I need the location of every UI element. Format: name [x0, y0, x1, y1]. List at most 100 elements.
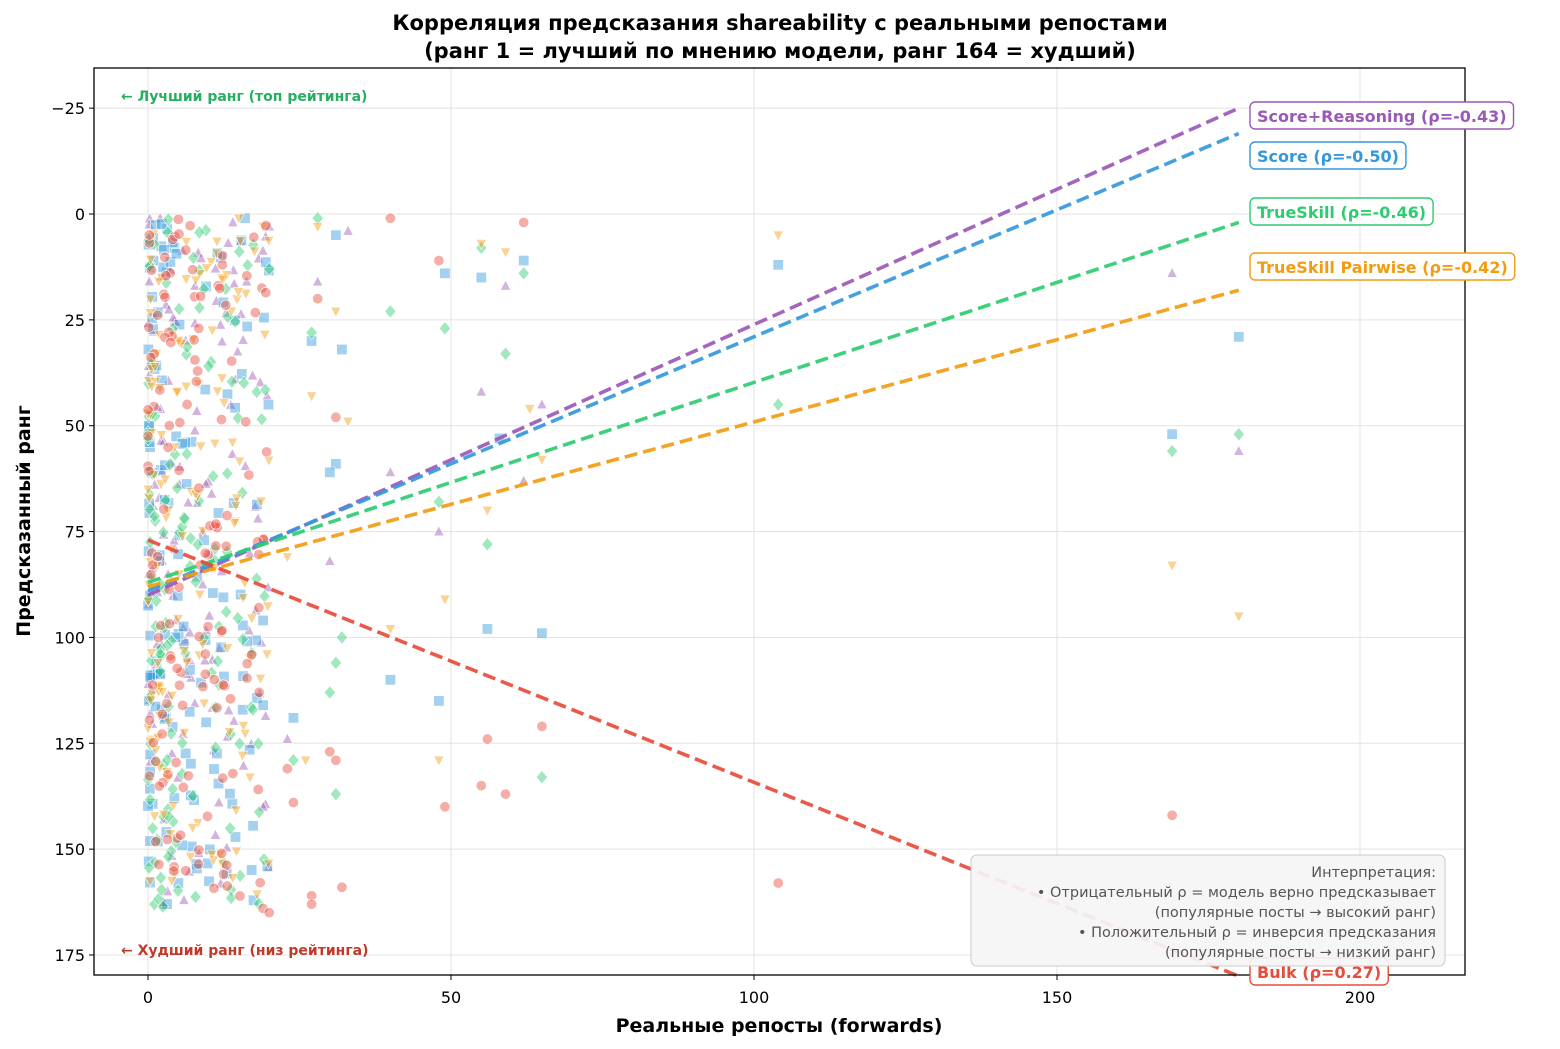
trueskill-pairwise-point — [153, 681, 165, 692]
score-reasoning-point — [153, 491, 165, 503]
score-point — [239, 212, 251, 224]
bulk-point — [260, 287, 272, 299]
bulk-point — [165, 336, 177, 348]
score-reasoning-point — [177, 621, 189, 633]
score-point — [172, 877, 184, 889]
bulk-point — [211, 702, 223, 714]
trueskill-point — [163, 457, 177, 472]
bulk-point — [199, 668, 211, 680]
trueskill-point — [154, 870, 167, 885]
bulk-point — [189, 291, 201, 303]
score-reasoning-point — [202, 475, 214, 487]
bulk-point — [197, 681, 209, 693]
trueskill-point — [252, 896, 265, 911]
y-tick-label: −25 — [51, 99, 85, 118]
score-point — [198, 534, 210, 546]
trueskill-point — [205, 665, 218, 680]
trueskill-pairwise-point — [211, 236, 223, 248]
trueskill-point — [176, 766, 189, 781]
bulk-point — [170, 756, 182, 768]
bulk-point — [147, 679, 159, 691]
trueskill-pairwise-point — [180, 381, 192, 393]
trueskill-point — [233, 736, 246, 751]
trueskill-point — [221, 309, 234, 324]
trueskill-point — [155, 649, 168, 664]
trueskill-point — [184, 531, 197, 546]
trueskill-point — [162, 699, 175, 714]
bulk-point — [439, 801, 451, 813]
bulk-point — [152, 551, 164, 563]
bulk-point — [147, 559, 159, 571]
trueskill-pairwise-point — [167, 801, 179, 813]
bulk-point — [234, 890, 246, 902]
trueskill-pairwise-point — [197, 526, 209, 538]
score-point — [247, 820, 259, 832]
score-point — [186, 840, 198, 852]
score-point — [155, 240, 167, 252]
y-tick-label: 150 — [54, 840, 85, 859]
score-point — [144, 835, 156, 847]
trueskill-pairwise-point — [230, 846, 243, 858]
score-reasoning-point — [237, 759, 250, 771]
score-point — [433, 695, 445, 707]
bulk-point — [240, 416, 252, 428]
score-reasoning-point — [154, 402, 167, 414]
bulk-point — [243, 469, 255, 481]
score-reasoning-point — [228, 714, 240, 726]
bulk-point — [218, 868, 230, 880]
trueskill-pairwise-point — [536, 455, 548, 466]
score-point — [152, 668, 164, 680]
score-reasoning-point — [216, 335, 228, 347]
trueskill-pairwise-point — [184, 851, 197, 863]
trueskill-pairwise-point — [155, 430, 168, 442]
series-labels: Score+Reasoning (ρ=-0.43) Score (ρ=-0.50)… — [1249, 101, 1516, 986]
trueskill-point — [176, 735, 189, 751]
trueskill-pairwise-point — [175, 338, 188, 350]
trueskill-point — [259, 382, 272, 398]
score-reasoning-point — [143, 275, 156, 287]
trueskill-pairwise-point — [433, 755, 445, 767]
trueskill-pairwise-point — [330, 306, 342, 318]
score-reasoning-point — [259, 798, 272, 809]
trueskill-pairwise-point — [169, 869, 182, 881]
bulk-point — [241, 658, 253, 670]
series-label-text: TrueSkill (ρ=-0.46) — [1257, 203, 1426, 222]
bulk-point — [163, 618, 175, 630]
bulk-point — [208, 674, 220, 686]
bulk-point — [225, 693, 237, 705]
score-reasoning-point — [172, 771, 184, 783]
trueskill-pairwise-point — [384, 624, 397, 636]
trueskill-point — [335, 630, 349, 645]
score-reasoning-point — [259, 709, 272, 721]
trueskill-point — [481, 537, 494, 552]
trueskill-pairwise-point — [147, 229, 160, 241]
bulk-point — [143, 714, 155, 726]
y-tick-label: 125 — [54, 734, 85, 753]
score-point — [144, 436, 156, 448]
trueskill-pairwise-point — [230, 500, 242, 512]
y-tick-label: 25 — [65, 311, 85, 330]
y-tick-label: 75 — [65, 523, 85, 542]
score-point — [229, 402, 241, 414]
score-point — [208, 763, 220, 775]
bulk-point — [220, 299, 232, 311]
y-tick-label: 100 — [54, 628, 85, 647]
bulk-point — [143, 237, 155, 249]
score-reasoning-point — [225, 398, 237, 410]
score-reasoning-point — [199, 654, 211, 666]
score-point — [213, 778, 225, 790]
trueskill-point — [241, 258, 254, 273]
score-reasoning-point — [163, 303, 175, 315]
trueskill-pairwise-point — [226, 437, 239, 449]
grid-lines — [94, 68, 1465, 975]
score-point — [178, 620, 190, 632]
trueskill-point — [142, 431, 155, 447]
trueskill-point — [143, 690, 156, 705]
score-reasoning-point — [176, 244, 189, 256]
trueskill-point — [305, 325, 318, 340]
trueskill-point — [255, 412, 268, 427]
bulk-point — [175, 829, 187, 841]
score-point — [142, 800, 154, 812]
score-point — [154, 669, 166, 681]
axis-ticks: 0 50 100 150 200 −25 0 25 50 75 100 125 150 175 — [51, 99, 1375, 1007]
